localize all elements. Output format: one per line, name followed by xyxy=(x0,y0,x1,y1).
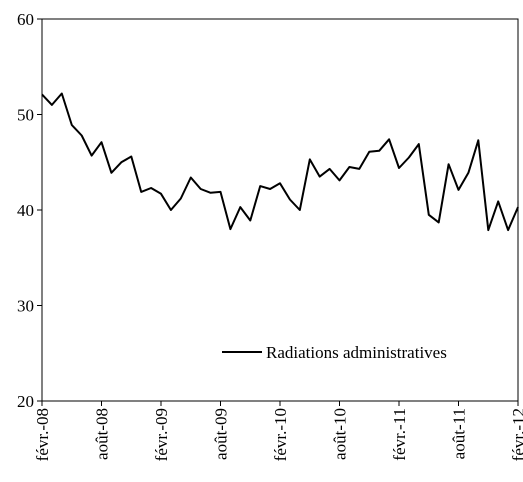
y-tick-label: 60 xyxy=(17,10,34,29)
y-axis-ticks: 20 30 40 50 60 xyxy=(17,10,42,411)
series-line xyxy=(41,92,519,232)
legend: Radiations administratives xyxy=(222,343,447,362)
x-tick-label: févr.-10 xyxy=(271,408,290,461)
x-axis-ticks: févr.-08 août-08 févr.-09 août-09 févr.-10 ao… xyxy=(33,401,523,461)
x-tick-label: févr.-08 xyxy=(33,408,52,461)
legend-label: Radiations administratives xyxy=(266,343,447,362)
series-layer xyxy=(41,92,519,232)
x-tick-label: août-08 xyxy=(93,408,112,460)
x-tick-label: août-11 xyxy=(450,408,469,459)
y-tick-label: 40 xyxy=(17,201,34,220)
x-tick-label: févr.-12 xyxy=(509,408,523,461)
y-tick-label: 50 xyxy=(17,106,34,125)
y-tick-label: 30 xyxy=(17,297,34,316)
x-tick-label: févr.-11 xyxy=(390,408,409,461)
x-tick-label: août-10 xyxy=(331,408,350,460)
y-tick-label: 20 xyxy=(17,392,34,411)
x-tick-label: févr.-09 xyxy=(152,408,171,461)
x-tick-label: août-09 xyxy=(212,408,231,460)
